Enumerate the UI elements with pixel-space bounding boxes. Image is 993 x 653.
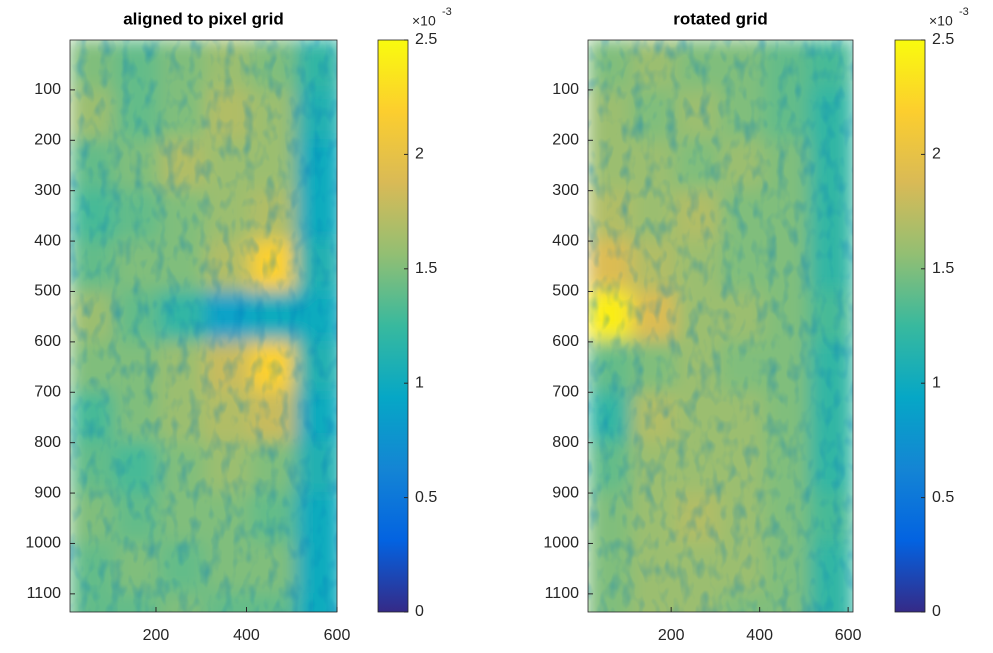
y-tick-label: 1000: [25, 535, 61, 552]
colorbar-tick-label: 2.5: [932, 31, 954, 48]
colorbar-tick-label: 1.5: [415, 260, 437, 277]
y-tick-label: 900: [552, 484, 579, 501]
x-tick-label: 600: [324, 627, 351, 644]
x-tick-label: 400: [233, 627, 260, 644]
texture: [588, 40, 853, 612]
y-tick-label: 700: [552, 383, 579, 400]
y-tick-label: 1000: [543, 535, 579, 552]
y-tick-label: 600: [552, 333, 579, 350]
y-tick-label: 400: [34, 232, 61, 249]
y-tick-label: 100: [552, 81, 579, 98]
y-tick-label: 700: [34, 383, 61, 400]
colorbar: [377, 39, 409, 613]
colorbar-tick-label: 2: [932, 146, 941, 163]
colorbar-tick-label: 0: [932, 603, 941, 620]
y-tick-label: 500: [34, 283, 61, 300]
colorbar-exponent: -3: [442, 6, 452, 18]
colorbar-multiplier: ×10: [929, 13, 953, 29]
y-tick-label: 300: [552, 182, 579, 199]
colorbar-tick-label: 1: [932, 374, 941, 391]
chart-title: rotated grid: [673, 9, 767, 28]
texture: [70, 40, 337, 612]
colorbar-tick-label: 0.5: [415, 489, 437, 506]
y-tick-label: 100: [34, 81, 61, 98]
colorbar-tick-label: 1.5: [932, 260, 954, 277]
colorbar-tick-label: 0.5: [932, 489, 954, 506]
y-tick-label: 600: [34, 333, 61, 350]
x-tick-label: 600: [835, 627, 862, 644]
y-tick-label: 400: [552, 232, 579, 249]
axes-box: [69, 39, 338, 613]
colorbar: [894, 39, 926, 613]
chart-title: aligned to pixel grid: [123, 9, 284, 28]
y-tick-label: 300: [34, 182, 61, 199]
y-tick-label: 900: [34, 484, 61, 501]
axes-box: [587, 39, 854, 613]
x-tick-label: 200: [658, 627, 685, 644]
x-tick-label: 200: [143, 627, 170, 644]
y-tick-label: 800: [34, 434, 61, 451]
y-tick-label: 200: [34, 132, 61, 149]
image: [70, 40, 337, 612]
colorbar-tick-label: 2.5: [415, 31, 437, 48]
colorbar-tick-label: 0: [415, 603, 424, 620]
x-tick-label: 400: [746, 627, 773, 644]
y-tick-label: 500: [552, 283, 579, 300]
y-tick-label: 200: [552, 132, 579, 149]
colorbar-exponent: -3: [959, 6, 969, 18]
y-tick-label: 1100: [27, 585, 62, 602]
y-tick-label: 800: [552, 434, 579, 451]
y-tick-label: 1100: [545, 585, 580, 602]
colorbar-tick-label: 2: [415, 146, 424, 163]
colorbar-tick-label: 1: [415, 374, 424, 391]
image: [588, 40, 853, 612]
colorbar-multiplier: ×10: [412, 13, 436, 29]
